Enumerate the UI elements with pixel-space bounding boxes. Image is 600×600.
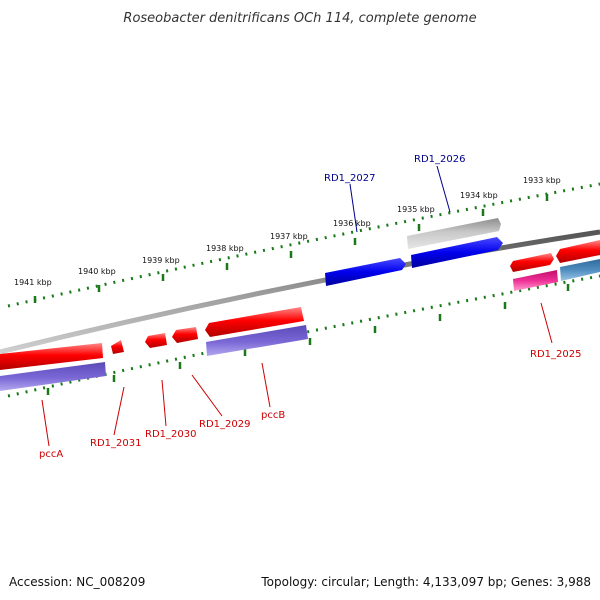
gene-right-red-2[interactable] xyxy=(556,240,600,263)
connector-rd1-2029 xyxy=(191,374,223,417)
gene-steel[interactable] xyxy=(560,259,600,281)
gene-rd1-2026[interactable] xyxy=(411,237,503,268)
connector-pccB xyxy=(261,362,271,408)
forward-ticks xyxy=(33,194,549,303)
reverse-scale xyxy=(7,274,600,398)
gene-rd1-2030[interactable] xyxy=(145,333,167,348)
genome-backbone xyxy=(0,229,600,355)
gene-left-red-long[interactable] xyxy=(0,343,103,370)
gene-labels: RD1_2027 RD1_2026 RD1_2025 pccA RD1_2031… xyxy=(39,154,581,460)
label-rd1-2029[interactable]: RD1_2029 xyxy=(199,419,250,430)
label-connectors xyxy=(41,165,553,447)
map-title: Roseobacter denitrificans OCh 114, compl… xyxy=(123,11,476,26)
label-rd1-2030[interactable]: RD1_2030 xyxy=(145,429,196,440)
forward-scale: 1941 kbp 1940 kbp 1939 kbp 1938 kbp 1937… xyxy=(7,176,600,308)
gene-rd1-2027[interactable] xyxy=(325,258,406,286)
gene-pccB[interactable] xyxy=(206,325,308,356)
label-rd1-2031[interactable]: RD1_2031 xyxy=(90,438,141,449)
connector-pccA xyxy=(41,399,50,447)
kbp-label-1934: 1934 kbp xyxy=(460,191,498,200)
gene-rd1-2025[interactable] xyxy=(513,270,558,291)
gene-gray[interactable] xyxy=(407,218,501,249)
kbp-label-1939: 1939 kbp xyxy=(142,256,180,265)
gene-right-red-1[interactable] xyxy=(510,253,554,272)
kbp-label-1935: 1935 kbp xyxy=(397,205,435,214)
kbp-label-1941: 1941 kbp xyxy=(14,278,52,287)
kbp-label-1933: 1933 kbp xyxy=(523,176,561,185)
connector-rd1-2030 xyxy=(161,379,167,427)
gene-pccB-red[interactable] xyxy=(205,307,304,337)
connector-rd1-2031 xyxy=(113,386,125,436)
reverse-ticks xyxy=(46,284,570,395)
connector-rd1-2026 xyxy=(436,165,451,213)
connector-rd1-2025 xyxy=(540,302,553,344)
gene-pccA[interactable] xyxy=(0,362,106,391)
label-pccA[interactable]: pccA xyxy=(39,449,63,460)
gene-rd1-2031[interactable] xyxy=(111,340,124,354)
kbp-label-1938: 1938 kbp xyxy=(206,244,244,253)
label-rd1-2025[interactable]: RD1_2025 xyxy=(530,349,581,360)
genome-summary-text: Topology: circular; Length: 4,133,097 bp… xyxy=(260,575,591,589)
kbp-labels: 1941 kbp 1940 kbp 1939 kbp 1938 kbp 1937… xyxy=(14,176,561,287)
kbp-label-1937: 1937 kbp xyxy=(270,232,308,241)
gene-rd1-2029[interactable] xyxy=(172,327,198,343)
kbp-label-1936: 1936 kbp xyxy=(333,219,371,228)
label-rd1-2026[interactable]: RD1_2026 xyxy=(414,154,465,165)
connector-rd1-2027 xyxy=(349,183,358,233)
accession-text: Accession: NC_008209 xyxy=(9,575,145,589)
label-rd1-2027[interactable]: RD1_2027 xyxy=(324,173,375,184)
kbp-label-1940: 1940 kbp xyxy=(78,267,116,276)
label-pccB[interactable]: pccB xyxy=(261,410,285,421)
